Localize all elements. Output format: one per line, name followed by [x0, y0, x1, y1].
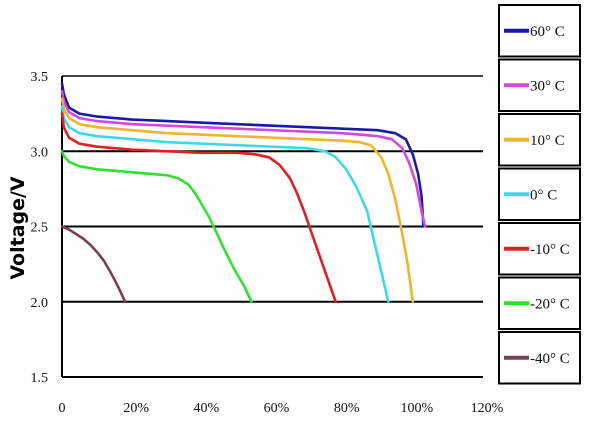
y-tick-label: 3.0	[31, 145, 49, 160]
legend-label: 10° C	[530, 133, 565, 149]
y-axis-label: Voltage/V	[7, 176, 29, 280]
legend-item: -40° C	[498, 331, 581, 385]
x-tick-labels: 0 20% 40% 60% 80% 100% 120%	[59, 401, 504, 416]
x-tick-label: 80%	[334, 401, 360, 416]
legend-box	[498, 331, 581, 385]
y-tick-label: 3.5	[31, 70, 49, 85]
x-tick-label: 40%	[193, 401, 219, 416]
legend-item: 60° C	[498, 4, 581, 58]
legend-label: 0° C	[530, 187, 557, 203]
legend-item: -20° C	[498, 276, 581, 330]
legend-label: -40° C	[530, 351, 570, 367]
legend-label: 60° C	[530, 24, 565, 40]
legend-box	[498, 4, 581, 58]
y-tick-label: 2.5	[31, 221, 49, 236]
series-line-3	[60, 104, 390, 304]
series-line-5	[60, 150, 253, 304]
x-tick-label: 20%	[123, 401, 149, 416]
series-line-6	[60, 225, 127, 304]
legend: 60° C 30° C 10° C 0° C -10° C -20° C -40° C	[498, 4, 581, 385]
series-lines	[60, 82, 427, 304]
legend-item: 0° C	[498, 167, 581, 221]
y-tick-label: 2.0	[31, 296, 49, 311]
x-tick-label: 100%	[400, 401, 433, 416]
legend-item: 30° C	[498, 58, 581, 112]
x-tick-label: 60%	[264, 401, 290, 416]
y-tick-labels: 1.5 2.0 2.5 3.0 3.5	[31, 70, 49, 386]
x-tick-label: 0	[59, 401, 66, 416]
legend-label: 30° C	[530, 78, 565, 94]
legend-item: -10° C	[498, 222, 581, 276]
gridlines	[62, 150, 483, 303]
x-tick-label: 120%	[471, 401, 504, 416]
series-line-2	[60, 97, 415, 304]
series-line-4	[60, 112, 338, 304]
series-line-0	[60, 82, 425, 228]
legend-label: -10° C	[530, 242, 570, 258]
legend-label: -20° C	[530, 296, 570, 312]
legend-item: 10° C	[498, 113, 581, 167]
y-tick-label: 1.5	[31, 371, 49, 386]
series-line-1	[60, 89, 427, 228]
